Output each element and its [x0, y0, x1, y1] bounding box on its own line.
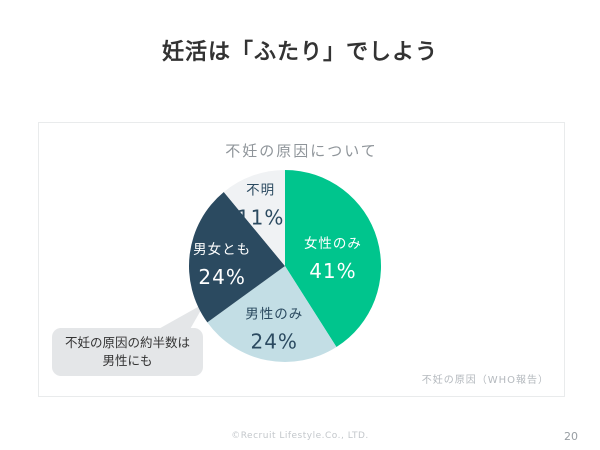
copyright-footer: ©Recruit Lifestyle.Co., LTD. — [231, 431, 369, 441]
callout-text-line1: 不妊の原因の約半数は — [64, 334, 190, 350]
callout-box: 不妊の原因の約半数は 男性にも — [52, 328, 203, 376]
callout-text-line2: 男性にも — [102, 353, 153, 368]
chart-title: 不妊の原因について — [225, 142, 378, 160]
chart-source-note: 不妊の原因（WHO報告） — [421, 375, 549, 386]
page-number: 20 — [564, 430, 578, 443]
slide-title: 妊活は「ふたり」でしよう — [161, 40, 438, 65]
